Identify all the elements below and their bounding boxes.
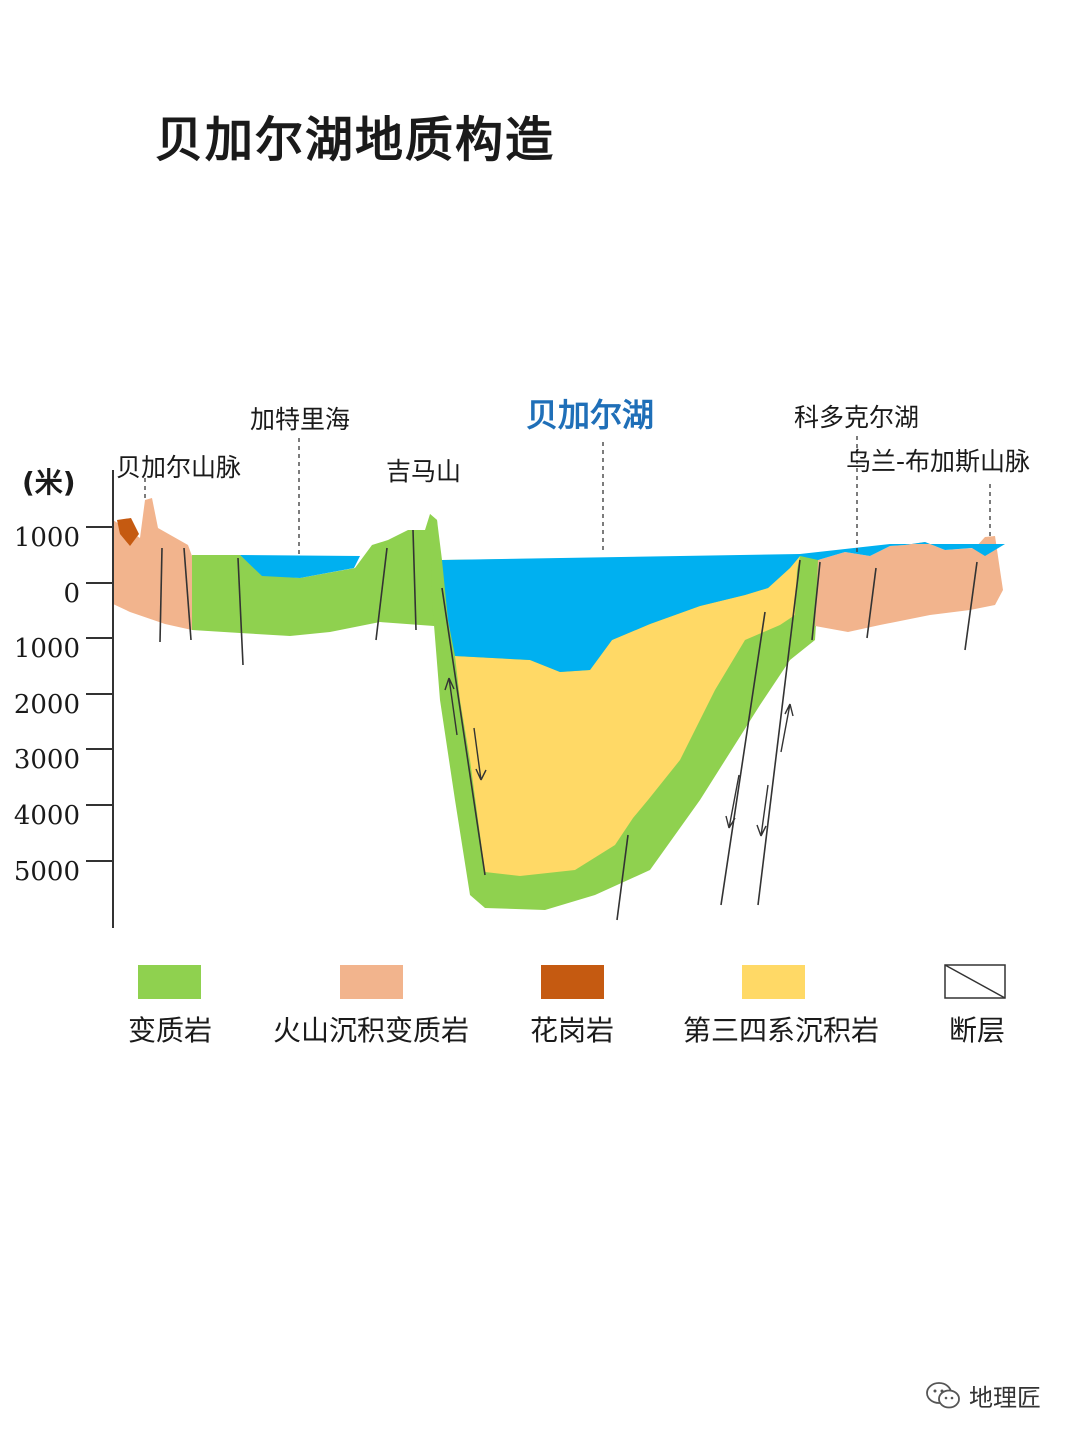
legend-label: 变质岩 — [128, 1014, 212, 1047]
vertical-axis — [86, 470, 114, 928]
metamorphic-left-platform — [192, 514, 440, 636]
volcanic-sedimentary-left — [113, 498, 192, 630]
label-jima-mountain: 吉马山 — [386, 457, 461, 486]
fault-line — [375, 547, 388, 641]
fault-line — [866, 567, 877, 639]
legend-label: 火山沉积变质岩 — [273, 1014, 469, 1047]
legend-swatch-metamorphic — [138, 965, 201, 999]
granite-patch — [117, 518, 139, 546]
axis-tick-label: 1000 — [14, 634, 80, 664]
label-baikal-range: 贝加尔山脉 — [116, 453, 241, 482]
arrow-down-icon — [473, 727, 487, 781]
label-maloe-more: 加特里海 — [250, 405, 350, 434]
watermark: 地理匠 — [925, 1378, 1041, 1413]
legend-label: 第三四系沉积岩 — [683, 1014, 879, 1047]
fault-line — [964, 561, 978, 651]
lake-water — [442, 542, 1005, 672]
fault-arrows — [444, 677, 794, 837]
axis-tick-label: 3000 — [14, 745, 80, 775]
axis-tick-label: 0 — [63, 579, 80, 609]
axis-tick-label: 2000 — [14, 690, 80, 720]
legend-label: 断层 — [949, 1014, 1005, 1047]
fault-lines — [159, 529, 978, 921]
legend: 变质岩 火山沉积变质岩 花岗岩 第三四系沉积岩 断层 — [128, 964, 1006, 1047]
wechat-icon — [926, 1381, 960, 1408]
fault-line — [237, 557, 244, 666]
arrow-down-icon — [725, 774, 740, 829]
fault-line — [183, 547, 192, 641]
axis-unit: (米) — [22, 466, 76, 499]
axis-tick-label: 5000 — [14, 857, 80, 887]
legend-fault-line — [944, 964, 1006, 999]
fault-line — [720, 611, 766, 906]
fault-line — [159, 547, 163, 643]
label-koduo-lake: 科多克尔湖 — [794, 403, 919, 432]
page-title: 贝加尔湖地质构造 — [155, 112, 556, 168]
volcanic-sedimentary-right — [815, 536, 1003, 632]
arrow-down-icon — [756, 784, 769, 837]
fault-line — [757, 559, 801, 906]
water-left-pocket — [240, 555, 360, 578]
axis-tick-label: 1000 — [14, 523, 80, 553]
legend-swatch-sediment — [742, 965, 805, 999]
axis-tick-label: 4000 — [14, 801, 80, 831]
legend-swatch-granite — [541, 965, 604, 999]
legend-swatch-volcanic — [340, 965, 403, 999]
watermark-text: 地理匠 — [969, 1384, 1041, 1412]
legend-label: 花岗岩 — [530, 1014, 614, 1047]
fault-line — [412, 529, 417, 631]
quaternary-tertiary-sediments — [455, 556, 800, 876]
leader-lines — [144, 436, 991, 555]
arrow-up-icon — [780, 703, 794, 753]
arrow-up-icon — [444, 677, 458, 736]
fault-line — [811, 561, 821, 641]
fault-line — [441, 587, 486, 876]
label-ulan-range: 乌兰-布加斯山脉 — [846, 447, 1030, 476]
fault-line — [616, 834, 629, 921]
label-lake-baikal: 贝加尔湖 — [526, 396, 654, 434]
